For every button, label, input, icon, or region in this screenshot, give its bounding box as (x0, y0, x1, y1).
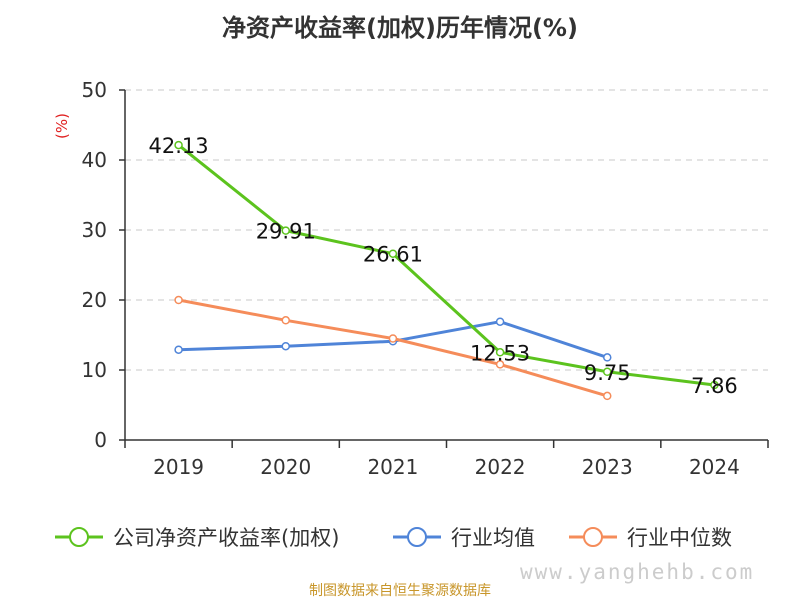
data-point (174, 295, 183, 305)
data-point (495, 348, 505, 357)
data-label: 12.53 (470, 341, 530, 365)
x-tick-label: 2020 (260, 455, 311, 479)
x-tick-label: 2022 (475, 455, 526, 479)
data-point (281, 316, 290, 325)
x-tick-label: 2024 (689, 455, 740, 479)
x-tick-label: 2019 (153, 455, 204, 479)
data-label: 26.61 (363, 243, 423, 267)
data-point (174, 345, 183, 354)
x-tick-label: 2023 (582, 455, 633, 479)
watermark: www.yanghehb.com (520, 560, 755, 584)
y-axis-label: (%) (53, 113, 71, 139)
data-point (174, 140, 183, 150)
series-line (177, 143, 715, 387)
data-label: 7.86 (691, 374, 738, 398)
data-point (281, 341, 290, 351)
legend-marker (407, 527, 427, 547)
legend-label: 行业均值 (451, 526, 535, 550)
data-point (281, 226, 290, 235)
data-point (710, 380, 719, 390)
source-note: 制图数据来自恒生聚源数据库 (309, 583, 491, 599)
legend-label: 公司净资产收益率(加权) (113, 526, 339, 550)
y-tick-label: 50 (82, 78, 107, 102)
data-point (603, 353, 612, 362)
data-point (388, 249, 398, 258)
data-point (603, 391, 612, 401)
legend-marker (583, 527, 603, 547)
data-label: 42.13 (149, 134, 209, 158)
data-point (495, 317, 505, 326)
legend-label: 行业中位数 (627, 526, 732, 550)
y-tick-label: 30 (82, 218, 107, 242)
y-tick-label: 10 (82, 358, 107, 382)
x-tick-label: 2021 (367, 455, 418, 479)
data-label: 9.75 (584, 361, 631, 385)
data-point (603, 367, 612, 376)
y-tick-label: 40 (82, 148, 107, 172)
y-tick-label: 0 (94, 428, 107, 452)
data-point (495, 360, 505, 369)
data-label: 29.91 (256, 220, 316, 244)
data-point (388, 334, 398, 343)
y-tick-label: 20 (82, 288, 107, 312)
legend-marker (69, 527, 89, 547)
chart-title: 净资产收益率(加权)历年情况(%) (222, 14, 578, 42)
